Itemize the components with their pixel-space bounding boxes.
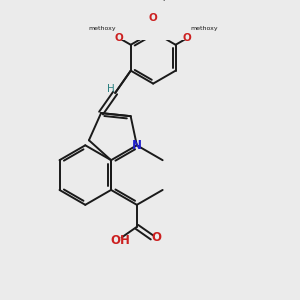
Text: methoxy: methoxy [88,26,116,31]
Text: OH: OH [110,234,130,247]
Text: H: H [106,84,114,94]
Text: O: O [152,231,161,244]
Text: methoxy: methoxy [190,26,218,31]
Text: O: O [115,33,124,43]
Text: methoxy: methoxy [140,0,167,1]
Text: N: N [132,139,142,152]
Text: O: O [183,33,192,43]
Text: O: O [149,14,158,23]
